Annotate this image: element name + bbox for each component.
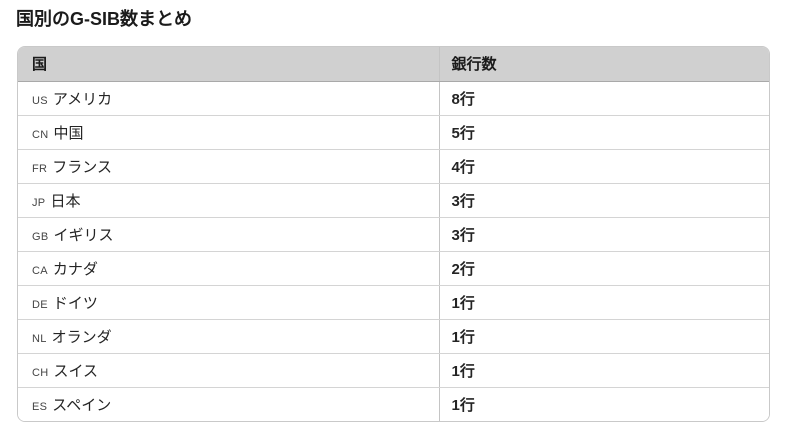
bank-count-cell: 4行 <box>438 149 769 184</box>
bank-count: 1行 <box>451 294 475 312</box>
country-cell: CN 中国 <box>18 115 439 150</box>
bank-count: 1行 <box>451 328 475 346</box>
country-code: DE <box>32 298 48 311</box>
column-header-country: 国 <box>18 47 439 82</box>
bank-count: 5行 <box>451 124 475 142</box>
bank-count: 8行 <box>451 90 475 108</box>
bank-count-cell: 1行 <box>438 285 769 320</box>
country-cell: CH スイス <box>18 353 439 388</box>
country-cell: GB イギリス <box>18 217 439 252</box>
country-name: ドイツ <box>52 294 98 312</box>
country-code: CH <box>32 366 49 379</box>
country-code: CA <box>32 264 48 277</box>
page-title: 国別のG-SIB数まとめ <box>16 9 193 29</box>
table-row: ES スペイン 1行 <box>18 387 769 421</box>
table-row: US アメリカ 8行 <box>18 81 769 116</box>
bank-count: 1行 <box>451 396 475 414</box>
table-row: JP 日本 3行 <box>18 183 769 218</box>
table-row: NL オランダ 1行 <box>18 319 769 354</box>
country-code: NL <box>32 332 47 345</box>
bank-count: 4行 <box>451 158 475 176</box>
table-row: CH スイス 1行 <box>18 353 769 388</box>
country-name: スペイン <box>52 396 112 414</box>
table-row: CA カナダ 2行 <box>18 251 769 286</box>
country-name: イギリス <box>53 226 114 244</box>
bank-count: 3行 <box>451 226 475 244</box>
bank-count-cell: 3行 <box>438 217 769 252</box>
country-cell: JP 日本 <box>18 183 439 218</box>
country-cell: ES スペイン <box>18 387 439 421</box>
country-name: オランダ <box>51 328 112 346</box>
bank-count: 2行 <box>451 260 475 278</box>
country-name: アメリカ <box>52 90 113 108</box>
country-name: スイス <box>53 362 99 380</box>
bank-count-cell: 1行 <box>438 353 769 388</box>
table-row: GB イギリス 3行 <box>18 217 769 252</box>
table-row: FR フランス 4行 <box>18 149 769 184</box>
country-name: カナダ <box>52 260 98 278</box>
table-row: DE ドイツ 1行 <box>18 285 769 320</box>
bank-count-cell: 2行 <box>438 251 769 286</box>
country-cell: NL オランダ <box>18 319 439 354</box>
country-cell: DE ドイツ <box>18 285 439 320</box>
table-body: US アメリカ 8行 CN 中国 5行 FR フランス 4行 JP 日本 3行 GB イギ… <box>18 81 769 421</box>
bank-count: 3行 <box>451 192 475 210</box>
bank-count-cell: 1行 <box>438 319 769 354</box>
bank-count: 1行 <box>451 362 475 380</box>
gsib-summary-table: 国 銀行数 US アメリカ 8行 CN 中国 5行 FR フランス 4行 JP 日本 <box>17 46 770 422</box>
bank-count-cell: 8行 <box>438 81 769 116</box>
column-header-bank-count: 銀行数 <box>438 47 769 82</box>
country-code: JP <box>32 196 46 209</box>
country-code: GB <box>32 230 49 243</box>
country-code: CN <box>32 128 49 141</box>
country-name: フランス <box>52 158 112 176</box>
country-cell: US アメリカ <box>18 81 439 116</box>
country-code: US <box>32 94 48 107</box>
country-code: FR <box>32 162 48 175</box>
country-cell: FR フランス <box>18 149 439 184</box>
country-cell: CA カナダ <box>18 251 439 286</box>
country-code: ES <box>32 400 48 413</box>
bank-count-cell: 5行 <box>438 115 769 150</box>
country-name: 中国 <box>53 124 84 142</box>
bank-count-cell: 3行 <box>438 183 769 218</box>
header-row: 国 銀行数 <box>18 47 769 82</box>
table-header: 国 銀行数 <box>18 47 769 82</box>
bank-count-cell: 1行 <box>438 387 769 421</box>
country-bank-table: 国 銀行数 US アメリカ 8行 CN 中国 5行 FR フランス 4行 JP 日本 <box>18 47 769 421</box>
country-name: 日本 <box>50 192 81 210</box>
table-row: CN 中国 5行 <box>18 115 769 150</box>
